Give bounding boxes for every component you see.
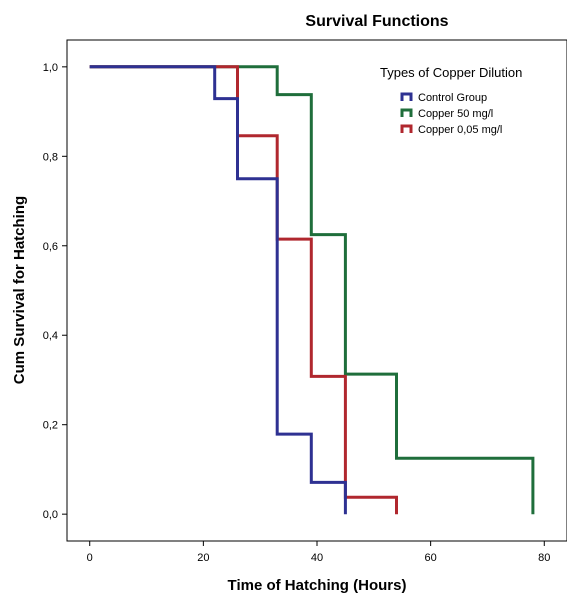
y-axis-ticks: 0,0 0,2 0,4 0,6 0,8 1,0 bbox=[43, 62, 67, 521]
x-axis-label: Time of Hatching (Hours) bbox=[228, 577, 407, 594]
x-axis-ticks: 0 20 40 60 80 bbox=[87, 541, 550, 564]
x-tick-label: 40 bbox=[311, 552, 323, 564]
y-tick-label: 0,6 bbox=[43, 241, 58, 253]
series-line-copper-0-05-mg-l bbox=[89, 65, 398, 515]
x-tick-label: 20 bbox=[197, 552, 209, 564]
y-tick-label: 0,0 bbox=[43, 509, 58, 521]
legend-label: Control Group bbox=[418, 92, 487, 104]
x-tick-label: 0 bbox=[87, 552, 93, 564]
y-tick-label: 0,8 bbox=[43, 151, 58, 163]
legend: Types of Copper Dilution Control Group Co… bbox=[380, 65, 522, 136]
legend-label: Copper 0,05 mg/l bbox=[418, 124, 502, 136]
x-tick-label: 80 bbox=[538, 552, 550, 564]
y-tick-label: 0,2 bbox=[43, 420, 58, 432]
series-line-copper-50-mg-l bbox=[89, 65, 535, 515]
legend-swatch bbox=[400, 92, 413, 101]
legend-title: Types of Copper Dilution bbox=[380, 65, 522, 80]
y-axis-label: Cum Survival for Hatching bbox=[11, 196, 28, 384]
series-line-control-group bbox=[89, 65, 347, 515]
legend-swatch bbox=[400, 124, 413, 133]
series-lines bbox=[89, 65, 535, 515]
y-tick-label: 0,4 bbox=[43, 330, 58, 342]
y-tick-label: 1,0 bbox=[43, 62, 58, 74]
legend-label: Copper 50 mg/l bbox=[418, 108, 493, 120]
chart-title: Survival Functions bbox=[305, 13, 448, 30]
legend-swatch bbox=[400, 108, 413, 117]
x-tick-label: 60 bbox=[425, 552, 437, 564]
